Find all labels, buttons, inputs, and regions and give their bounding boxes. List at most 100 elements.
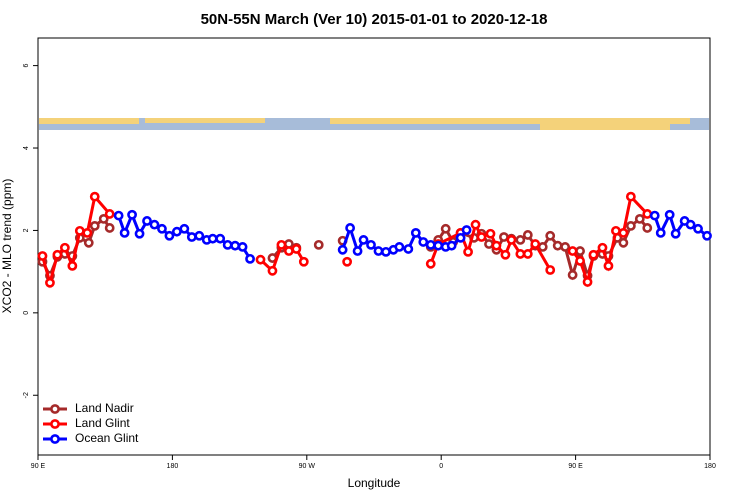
- point: [491, 240, 502, 251]
- point: [410, 228, 421, 238]
- x-tick-label: 90 W: [299, 463, 316, 470]
- point: [113, 210, 124, 221]
- point: [425, 258, 436, 269]
- point: [245, 253, 255, 264]
- point: [560, 242, 571, 252]
- point: [127, 209, 137, 220]
- y-tick-label: 6: [23, 64, 30, 68]
- point: [37, 251, 48, 261]
- point: [642, 223, 653, 233]
- point: [134, 228, 145, 239]
- point: [179, 223, 190, 234]
- point: [588, 249, 599, 260]
- x-tick-label: 90 E: [568, 463, 583, 470]
- point: [515, 235, 526, 245]
- y-tick-label: 2: [23, 228, 30, 232]
- point: [537, 242, 548, 252]
- point: [283, 246, 294, 256]
- point: [358, 235, 369, 245]
- point: [74, 225, 85, 236]
- point: [545, 230, 556, 241]
- point: [664, 209, 675, 220]
- chart-title: 50N-55N March (Ver 10) 2015-01-01 to 202…: [201, 11, 548, 28]
- point: [267, 265, 278, 276]
- point: [530, 239, 541, 249]
- point: [89, 191, 100, 202]
- point: [702, 230, 712, 241]
- point: [403, 244, 414, 254]
- point: [89, 220, 100, 231]
- point: [345, 223, 356, 233]
- point: [366, 239, 376, 250]
- point: [186, 232, 197, 242]
- point: [230, 240, 241, 251]
- point: [237, 242, 248, 252]
- point: [119, 228, 130, 238]
- point: [522, 249, 533, 259]
- point: [500, 249, 511, 260]
- y-axis-label: XCO2 - MLO trend (ppm): [0, 179, 14, 314]
- point: [67, 260, 78, 271]
- point: [582, 277, 593, 287]
- point: [313, 239, 324, 250]
- point: [83, 237, 94, 248]
- land-band: [145, 118, 265, 123]
- land-band: [540, 118, 670, 130]
- point: [352, 246, 363, 256]
- land-band: [330, 118, 690, 124]
- y-tick-label: 0: [23, 311, 30, 315]
- point: [52, 249, 63, 260]
- x-tick-label: 90 E: [31, 463, 46, 470]
- point: [394, 242, 405, 252]
- point: [171, 226, 182, 237]
- series-line: [571, 193, 649, 288]
- point: [142, 216, 152, 226]
- point: [276, 239, 287, 250]
- point: [545, 265, 556, 275]
- point: [461, 225, 472, 235]
- point: [642, 209, 653, 219]
- y-tick-label: -2: [23, 392, 30, 398]
- point: [337, 244, 348, 255]
- point: [670, 228, 681, 239]
- point: [499, 232, 509, 242]
- point: [597, 242, 608, 253]
- point: [693, 223, 703, 234]
- point: [194, 230, 205, 241]
- legend-swatch-marker: [50, 404, 60, 414]
- point: [567, 246, 578, 256]
- point: [506, 235, 517, 245]
- point: [470, 219, 481, 230]
- point: [149, 219, 160, 230]
- x-tick-label: 180: [167, 463, 179, 470]
- point: [425, 239, 436, 250]
- point: [82, 228, 93, 238]
- x-tick-label: 180: [704, 463, 716, 470]
- point: [373, 246, 384, 256]
- point: [575, 246, 585, 256]
- point: [611, 225, 621, 236]
- point: [522, 230, 533, 240]
- land-band: [39, 118, 139, 124]
- point: [649, 210, 660, 221]
- point: [567, 270, 578, 280]
- point: [625, 191, 636, 202]
- point: [45, 277, 55, 288]
- point: [104, 223, 115, 233]
- point: [381, 246, 391, 257]
- point: [655, 228, 666, 238]
- legend-label: Land Glint: [75, 416, 130, 430]
- x-axis-label: Longitude: [348, 476, 401, 490]
- point: [603, 260, 614, 271]
- point: [418, 237, 429, 247]
- point: [98, 213, 109, 224]
- x-tick-label: 0: [439, 463, 443, 470]
- point: [298, 256, 309, 267]
- point: [463, 246, 473, 257]
- y-tick-label: 4: [23, 146, 30, 150]
- point: [222, 239, 233, 250]
- point: [59, 242, 70, 253]
- point: [575, 256, 585, 266]
- point: [433, 240, 444, 251]
